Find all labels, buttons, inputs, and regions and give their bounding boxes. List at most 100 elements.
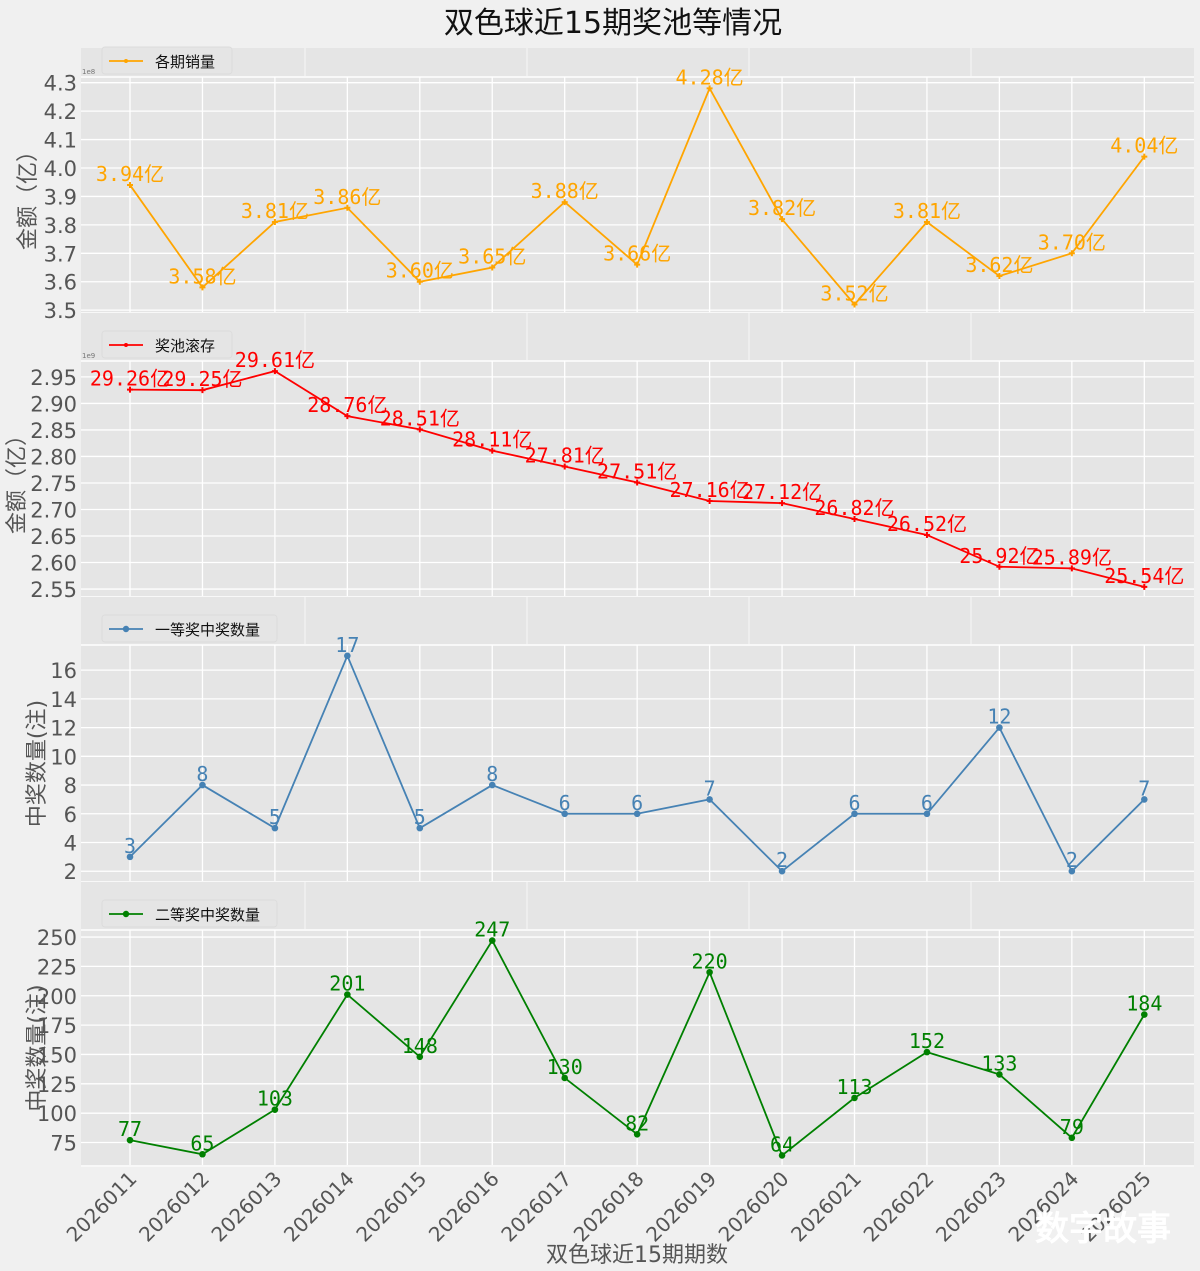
data-point [344, 413, 351, 420]
y-tick-label: 3.6 [44, 271, 77, 295]
legend-marker [122, 910, 130, 918]
data-point [706, 498, 713, 505]
legend-marker [124, 343, 128, 347]
x-tick-label: 2026023 [931, 1167, 1011, 1247]
data-point [851, 1094, 858, 1102]
data-point [778, 867, 786, 875]
data-label: 184 [1126, 992, 1162, 1016]
chart-title: 双色球近15期奖池等情况 [444, 6, 782, 41]
data-point [561, 810, 568, 818]
data-point [1141, 583, 1148, 590]
data-point [1068, 867, 1076, 875]
data-label: 3.82亿 [748, 196, 816, 220]
data-label: 26.82亿 [814, 496, 894, 520]
y-tick-label: 4 [64, 832, 77, 856]
data-point [634, 479, 641, 486]
legend-marker [124, 59, 128, 63]
y-tick-label: 4.3 [44, 72, 77, 96]
y-tick-label: 3.5 [44, 299, 77, 323]
data-point [199, 387, 206, 394]
data-label: 4.28亿 [676, 65, 744, 89]
y-tick-label: 200 [37, 985, 77, 1009]
y-tick-label: 4.0 [44, 157, 77, 181]
data-label: 133 [981, 1051, 1017, 1075]
y-tick-label: 100 [37, 1102, 77, 1126]
data-label: 8 [196, 762, 208, 786]
data-label: 7 [1138, 776, 1150, 800]
legend-box [101, 614, 278, 643]
data-label: 65 [190, 1131, 214, 1155]
y-tick-label: 4.2 [44, 100, 77, 124]
x-tick-label: 2026019 [641, 1167, 721, 1247]
data-point [127, 386, 133, 393]
data-label: 3.52亿 [820, 281, 888, 305]
data-point [271, 219, 278, 226]
x-tick-label: 2026016 [424, 1167, 504, 1247]
data-point [923, 531, 930, 538]
legend-label: 二等奖中奖数量 [155, 906, 260, 924]
y-tick-label: 2.85 [30, 419, 77, 443]
x-tick-label: 2026021 [786, 1167, 866, 1247]
data-label: 3.88亿 [531, 179, 599, 203]
data-point [271, 1106, 279, 1113]
x-axis-label: 双色球近15期期数 [546, 1243, 728, 1268]
data-point [1068, 565, 1075, 572]
data-point [634, 261, 641, 268]
y-tick-label: 8 [64, 774, 77, 798]
legend-sales: 各期销量 [101, 46, 233, 75]
legend-label: 各期销量 [155, 53, 215, 71]
data-label: 3.60亿 [386, 259, 454, 283]
legend-box [101, 899, 278, 928]
data-point [706, 968, 713, 976]
legend-box [101, 46, 233, 75]
legend-label: 奖池滚存 [155, 337, 215, 355]
y-tick-label: 175 [37, 1014, 77, 1038]
data-label: 3.81亿 [241, 199, 309, 223]
y-tick-label: 2.80 [30, 445, 77, 469]
data-point [1141, 796, 1148, 803]
data-label: 25.89亿 [1032, 545, 1112, 569]
data-point [416, 824, 424, 832]
y-tick-label: 12 [50, 717, 77, 741]
panel-second_prize: 75 100 125 150 175 200 225 250 中奖数量(注) 77 65 103 201… [25, 882, 1194, 1167]
y-tick-label: 250 [37, 926, 77, 950]
data-point [271, 368, 278, 375]
y-tick-label: 2.95 [30, 366, 77, 390]
y-axis-label: 金额（亿） [16, 140, 41, 250]
data-label: 3.81亿 [893, 199, 961, 223]
x-tick-label: 2026017 [496, 1167, 576, 1247]
data-point [996, 1071, 1003, 1078]
data-point [996, 563, 1003, 570]
legend-label: 一等奖中奖数量 [155, 621, 260, 639]
data-label: 3.66亿 [603, 242, 671, 266]
data-label: 25.54亿 [1104, 564, 1184, 588]
data-point [851, 810, 858, 818]
data-label: 12 [987, 705, 1011, 729]
data-point [706, 796, 713, 803]
data-point [126, 1136, 134, 1144]
data-label: 4.04亿 [1110, 134, 1178, 158]
data-point [561, 1074, 568, 1082]
data-point [706, 85, 713, 92]
data-label: 27.12亿 [742, 480, 822, 504]
data-point [561, 199, 568, 206]
y-tick-label: 10 [50, 745, 77, 769]
data-point [199, 1150, 206, 1158]
data-label: 3.58亿 [168, 264, 236, 288]
y-tick-label: 4.1 [44, 129, 77, 153]
legend-box [101, 330, 233, 359]
data-label: 29.61亿 [235, 348, 315, 372]
data-point [923, 1048, 931, 1056]
axis-offset-text: 1e8 [82, 68, 95, 76]
y-tick-label: 3.8 [44, 214, 77, 238]
y-axis-label: 金额（亿） [5, 424, 30, 534]
data-label: 82 [625, 1111, 649, 1135]
data-label: 28.11亿 [452, 428, 532, 452]
data-label: 6 [559, 791, 571, 815]
data-point [779, 500, 786, 507]
data-point [1141, 153, 1148, 160]
y-axis-label: 中奖数量(注) [25, 984, 50, 1111]
data-label: 27.51亿 [597, 459, 677, 483]
data-label: 79 [1060, 1115, 1084, 1139]
data-point [344, 652, 351, 660]
